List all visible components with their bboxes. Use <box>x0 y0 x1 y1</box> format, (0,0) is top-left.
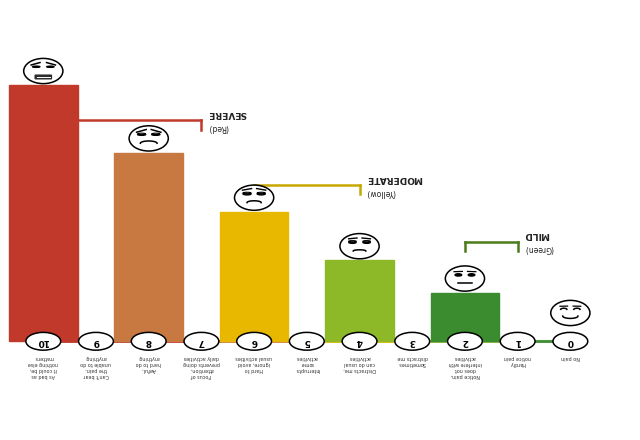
Text: (Red): (Red) <box>208 123 228 132</box>
Ellipse shape <box>129 126 168 151</box>
Ellipse shape <box>349 241 356 242</box>
Ellipse shape <box>349 241 356 243</box>
Ellipse shape <box>152 134 160 136</box>
Ellipse shape <box>468 274 475 276</box>
Text: Sometimes
distracts me: Sometimes distracts me <box>397 355 428 366</box>
Text: SEVERE: SEVERE <box>208 109 246 118</box>
Text: As bad as
it could be,
nothing else
matters: As bad as it could be, nothing else matt… <box>28 355 58 378</box>
Ellipse shape <box>363 241 371 243</box>
Circle shape <box>184 332 219 350</box>
Ellipse shape <box>257 192 265 194</box>
Text: 1: 1 <box>515 337 521 346</box>
Text: (Green): (Green) <box>524 244 553 253</box>
Bar <box>115 153 183 341</box>
Ellipse shape <box>24 59 63 84</box>
Bar <box>9 85 77 341</box>
Circle shape <box>26 332 61 350</box>
Ellipse shape <box>340 234 379 259</box>
Ellipse shape <box>551 301 590 326</box>
Text: 9: 9 <box>93 337 99 346</box>
Text: 6: 6 <box>251 337 257 346</box>
Text: 7: 7 <box>198 337 205 346</box>
Text: No pain: No pain <box>561 355 580 360</box>
Text: Notice pain,
does not
interfere with
activities: Notice pain, does not interfere with act… <box>448 355 482 378</box>
Circle shape <box>342 332 377 350</box>
Text: MODERATE: MODERATE <box>366 174 422 183</box>
Text: 4: 4 <box>356 337 363 346</box>
Bar <box>220 212 289 341</box>
Ellipse shape <box>243 192 251 194</box>
Ellipse shape <box>33 66 40 67</box>
Text: Hardly
notice pain: Hardly notice pain <box>504 355 531 366</box>
Text: 0: 0 <box>567 337 573 346</box>
Ellipse shape <box>152 133 160 135</box>
Ellipse shape <box>455 274 461 276</box>
Ellipse shape <box>257 193 265 195</box>
Ellipse shape <box>363 241 371 242</box>
Bar <box>431 293 499 341</box>
Text: Awful,
hard to do
anything: Awful, hard to do anything <box>136 355 161 372</box>
Bar <box>325 260 394 341</box>
Text: Hard to
ignore, avoid
usual activities: Hard to ignore, avoid usual activities <box>236 355 273 372</box>
FancyBboxPatch shape <box>35 75 51 79</box>
Circle shape <box>237 332 271 350</box>
Ellipse shape <box>138 134 146 136</box>
Circle shape <box>447 332 483 350</box>
Text: 10: 10 <box>37 337 49 346</box>
Ellipse shape <box>445 266 484 291</box>
Text: 5: 5 <box>304 337 310 346</box>
Text: Can't bear
the pain,
unable to do
anything: Can't bear the pain, unable to do anythi… <box>81 355 111 378</box>
Text: Focus of
attention,
prevents doing
daily activities: Focus of attention, prevents doing daily… <box>183 355 220 378</box>
Circle shape <box>553 332 588 350</box>
Ellipse shape <box>243 193 251 195</box>
Circle shape <box>289 332 324 350</box>
Text: 2: 2 <box>462 337 468 346</box>
Text: MILD: MILD <box>524 231 550 239</box>
Text: Distracts me,
can do usual
activities: Distracts me, can do usual activities <box>343 355 376 372</box>
Circle shape <box>500 332 535 350</box>
Circle shape <box>131 332 166 350</box>
Text: 3: 3 <box>409 337 415 346</box>
Circle shape <box>79 332 113 350</box>
Ellipse shape <box>234 185 274 210</box>
Text: Interrupts
some
activities: Interrupts some activities <box>294 355 319 372</box>
Text: 8: 8 <box>145 337 152 346</box>
Text: (Yellow): (Yellow) <box>366 187 396 197</box>
Ellipse shape <box>138 133 145 135</box>
Ellipse shape <box>47 66 54 67</box>
Circle shape <box>395 332 429 350</box>
